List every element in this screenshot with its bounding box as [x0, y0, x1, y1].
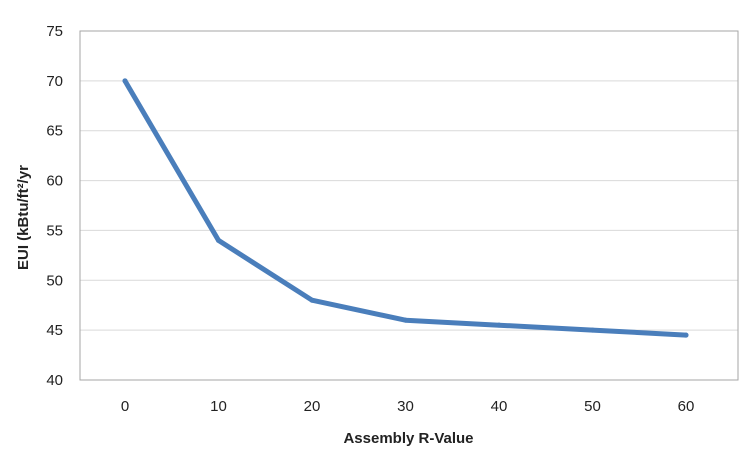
- y-tick-label: 40: [46, 372, 63, 389]
- y-axis-ticks: 40 45 50 55 60 65 70 75: [46, 23, 63, 389]
- data-point: [122, 78, 128, 84]
- x-tick-label: 10: [210, 398, 227, 415]
- x-tick-label: 30: [397, 398, 414, 415]
- gridlines: [80, 80, 738, 331]
- series-layer: [122, 78, 689, 338]
- x-tick-label: 20: [304, 398, 321, 415]
- data-point: [309, 297, 315, 303]
- data-point: [216, 237, 221, 243]
- series-line: [122, 78, 689, 338]
- y-tick-label: 55: [46, 222, 63, 239]
- data-point: [590, 327, 595, 333]
- y-tick-label: 70: [46, 73, 63, 90]
- plot-area-border: [79, 30, 739, 381]
- y-tick-label: 45: [46, 322, 63, 339]
- data-point: [683, 332, 689, 338]
- y-tick-label: 75: [46, 23, 63, 40]
- x-tick-label: 50: [584, 398, 601, 415]
- x-axis-title: Assembly R-Value: [343, 430, 473, 447]
- y-tick-label: 60: [46, 173, 63, 190]
- x-tick-label: 40: [491, 398, 508, 415]
- data-point: [496, 322, 502, 328]
- data-point: [403, 317, 408, 323]
- x-axis-ticks: 0 10 20 30 40 50 60: [121, 398, 695, 415]
- x-tick-label: 0: [121, 398, 129, 415]
- x-tick-label: 60: [678, 398, 695, 415]
- y-tick-label: 50: [46, 272, 63, 289]
- y-tick-label: 65: [46, 123, 63, 140]
- y-axis-title: EUI (kBtu/ft²/yr: [15, 165, 32, 270]
